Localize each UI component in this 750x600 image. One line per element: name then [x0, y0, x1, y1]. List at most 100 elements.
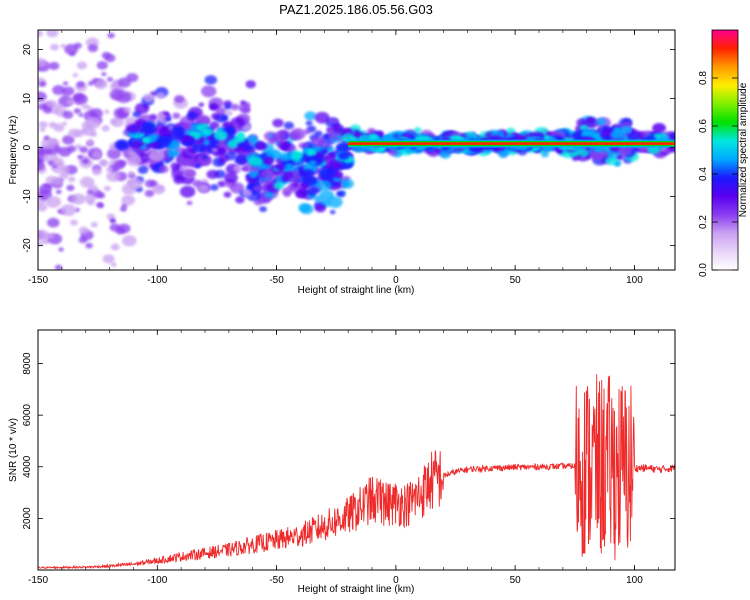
spectrogram-cell	[100, 159, 108, 165]
colorbar-gradient	[711, 29, 739, 271]
spectrogram-core	[247, 135, 258, 143]
spectrogram-xtick-label: -50	[269, 275, 284, 286]
spectrogram-cell	[206, 169, 219, 180]
spectrogram-cell	[156, 92, 166, 100]
spectrogram-ytick-label: 10	[22, 93, 33, 105]
spectrogram-cell	[76, 81, 85, 88]
spectrogram-xtick-label: -100	[147, 275, 167, 286]
spectrogram-cell	[576, 118, 587, 127]
spectrogram-cell	[92, 167, 102, 176]
spectrogram-cell	[314, 203, 326, 213]
spectrogram-cell	[439, 150, 452, 159]
spectrogram-cell	[197, 183, 210, 193]
spectrogram-cell	[198, 102, 205, 107]
spectrogram-core	[203, 128, 214, 136]
spectrogram-cell	[234, 154, 247, 165]
spectrogram-cell	[91, 150, 102, 159]
spectrogram-cell	[158, 112, 164, 117]
spectrogram-core	[233, 134, 246, 143]
spectrogram-cell	[555, 148, 563, 154]
spectrogram-cell	[84, 194, 96, 203]
spectrogram-core	[332, 170, 344, 179]
spectrogram-cell	[317, 179, 332, 191]
colorbar-tick-label: 0.2	[698, 215, 709, 229]
spectrogram-cell	[38, 203, 48, 212]
spectrogram-core	[114, 139, 130, 151]
spectrogram-cell	[314, 130, 323, 137]
spectrogram-cell	[295, 190, 306, 199]
spectrogram-cell	[53, 123, 65, 132]
spectrogram-cell	[87, 139, 94, 144]
spectrogram-cell	[313, 195, 323, 203]
spectrogram-cell	[272, 118, 284, 128]
figure-title: PAZ1.2025.186.05.56.G03	[279, 2, 433, 17]
spectrogram-cell	[46, 183, 53, 189]
spectrogram-cell	[46, 100, 58, 109]
spectrogram-cell	[289, 185, 296, 190]
spectrogram-cell	[38, 30, 43, 37]
spectrogram-cell	[186, 111, 197, 120]
spectrogram-core	[247, 156, 263, 167]
spectrogram-cell	[62, 86, 75, 96]
spectrogram-cell	[158, 165, 169, 174]
spectrogram-cell	[242, 189, 253, 197]
spectrogram-ytick-label: 20	[22, 44, 33, 56]
spectrogram-cell	[106, 170, 121, 182]
spectrogram-cell	[43, 135, 50, 141]
spectrogram-cell	[224, 104, 232, 110]
spectrogram-core	[306, 149, 317, 157]
spectrogram-cell	[47, 160, 55, 166]
spectrogram-core	[338, 151, 350, 160]
spectrogram-cell	[79, 176, 95, 188]
spectrogram-cell	[204, 75, 218, 85]
spectrogram-cell	[73, 93, 85, 102]
spectrogram-cell	[94, 79, 108, 90]
spectrogram-cell	[327, 196, 343, 209]
spectrogram-cell	[170, 162, 181, 171]
spectrogram-cell	[283, 121, 295, 130]
spectrogram-cell	[72, 73, 79, 78]
spectrogram-core	[126, 123, 140, 134]
spectrogram-cell	[212, 147, 218, 153]
spectrogram-cell	[220, 115, 229, 122]
spectrogram-cell	[66, 184, 75, 192]
spectrogram-cell	[201, 85, 217, 98]
spectrogram-cell	[196, 116, 210, 127]
spectrogram-cell	[245, 80, 257, 89]
spectrogram-cell	[70, 219, 78, 226]
spectrogram-cell	[103, 109, 110, 114]
carrier-line	[348, 139, 675, 148]
spectrogram-cell	[586, 117, 594, 123]
spectrogram-core	[173, 126, 184, 134]
spectrogram-cell	[149, 180, 158, 187]
spectrogram-cell	[55, 189, 62, 195]
colorbar-tick-label: 0.4	[698, 167, 709, 181]
spectrogram-cell	[97, 192, 106, 199]
spectrogram-cell	[39, 127, 46, 132]
spectrogram-core	[167, 148, 180, 158]
spectrogram-core	[248, 171, 258, 179]
spectrogram-cell	[577, 148, 589, 157]
spectrogram-cell	[61, 166, 71, 174]
spectrogram-cell	[46, 217, 60, 228]
spectrogram-cell	[173, 94, 185, 104]
snr-xtick-label: 0	[393, 575, 399, 586]
spectrogram-cell	[306, 186, 318, 196]
spectrogram-cell	[113, 160, 125, 169]
spectrogram-cell	[127, 171, 135, 177]
spectrogram-ytick-label: -10	[22, 189, 33, 204]
snr-xtick-label: -50	[269, 575, 284, 586]
colorbar-tick-label: 0.6	[698, 119, 709, 133]
spectrogram-ytick-label: 0	[22, 144, 33, 150]
spectrogram-xtick-label: -150	[28, 275, 48, 286]
spectrogram-core	[192, 142, 207, 153]
spectrogram-core	[335, 142, 351, 154]
spectrogram-ylabel: Frequency (Hz)	[8, 116, 19, 185]
spectrogram-cell	[96, 202, 104, 208]
spectrogram-cell	[616, 154, 625, 161]
spectrogram-cell	[81, 158, 90, 165]
spectrogram-cell	[149, 149, 165, 162]
spectrogram-cell	[605, 156, 618, 166]
